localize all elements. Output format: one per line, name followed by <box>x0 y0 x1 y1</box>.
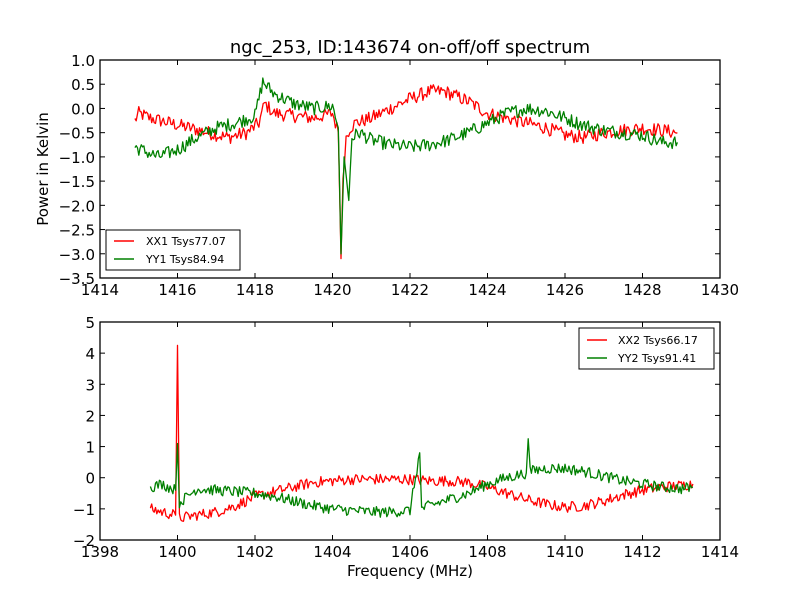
series-line-xx2 <box>149 344 694 522</box>
bottom-chart: Frequency (MHz) 1398 1400 1402 1404 1406 1408… <box>73 314 739 580</box>
legend-label-xx2: XX2 Tsys66.17 <box>618 334 698 347</box>
x-tick-label: 1402 <box>236 543 274 561</box>
series-line-xx1 <box>134 84 678 260</box>
x-tick-label: 1414 <box>701 543 739 561</box>
x-tick-label: 1418 <box>236 281 274 299</box>
top-chart: ngc_253, ID:143674 on-off/off spectrum P… <box>34 37 739 299</box>
y-tick-label: 1 <box>85 439 95 457</box>
series-layer <box>134 77 679 260</box>
y-tick-label: 0 <box>85 470 95 488</box>
x-tick-label: 1400 <box>158 543 196 561</box>
x-axis-label: Frequency (MHz) <box>347 562 473 580</box>
y-tick-label: −3.0 <box>59 246 95 264</box>
ticks: 1414 1416 1418 1420 1422 1424 1426 1428 1430 −3.5… <box>59 52 740 299</box>
y-tick-label: 5 <box>85 314 95 332</box>
y-tick-label: 4 <box>85 345 95 363</box>
ticks: 1398 1400 1402 1404 1406 1408 1410 1412 1414−2−1… <box>73 314 739 561</box>
x-tick-label: 1412 <box>623 543 661 561</box>
y-tick-label: −3.5 <box>59 270 95 288</box>
x-tick-label: 1398 <box>81 543 119 561</box>
y-tick-label: −2 <box>73 532 95 550</box>
y-tick-label: 1.0 <box>71 52 95 70</box>
x-tick-label: 1426 <box>546 281 584 299</box>
x-tick-label: 1420 <box>313 281 351 299</box>
y-tick-label: 0.0 <box>71 100 95 118</box>
y-tick-label: 3 <box>85 376 95 394</box>
chart-title: ngc_253, ID:143674 on-off/off spectrum <box>230 37 590 58</box>
y-tick-label: −1.0 <box>59 149 95 167</box>
series-layer <box>149 344 694 522</box>
y-tick-label: −2.5 <box>59 222 95 240</box>
x-tick-label: 1414 <box>81 281 119 299</box>
x-tick-label: 1404 <box>313 543 351 561</box>
x-tick-label: 1424 <box>468 281 506 299</box>
x-tick-label: 1430 <box>701 281 739 299</box>
x-tick-label: 1428 <box>623 281 661 299</box>
y-tick-label: 0.5 <box>71 76 95 94</box>
legend: XX2 Tsys66.17 YY2 Tsys91.41 <box>578 327 715 370</box>
y-tick-label: −1.5 <box>59 173 95 191</box>
x-tick-label: 1416 <box>158 281 196 299</box>
legend-label-xx1: XX1 Tsys77.07 <box>146 235 226 248</box>
y-tick-label: −2.0 <box>59 197 95 215</box>
series-line-yy2 <box>149 438 694 518</box>
y-axis-label: Power in Kelvin <box>34 112 52 226</box>
x-tick-label: 1406 <box>391 543 429 561</box>
legend-label-yy2: YY2 Tsys91.41 <box>617 352 696 365</box>
x-tick-label: 1408 <box>468 543 506 561</box>
y-tick-label: −0.5 <box>59 125 95 143</box>
legend: XX1 Tsys77.07 YY1 Tsys84.94 <box>105 229 241 271</box>
x-tick-label: 1422 <box>391 281 429 299</box>
legend-label-yy1: YY1 Tsys84.94 <box>145 253 224 266</box>
y-tick-label: −1 <box>73 501 95 519</box>
legend-box <box>105 229 241 271</box>
legend-box <box>578 327 715 370</box>
series-line-yy1 <box>134 77 679 255</box>
x-tick-label: 1410 <box>546 543 584 561</box>
y-tick-label: 2 <box>85 407 95 425</box>
